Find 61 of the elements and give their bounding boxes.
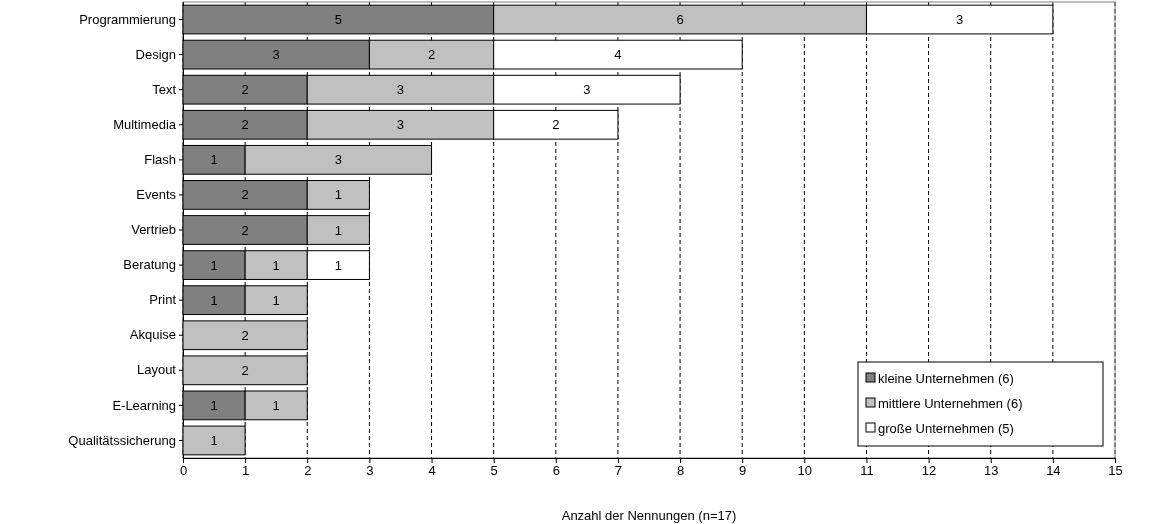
y-tick-label: Print	[149, 292, 177, 308]
y-tick-label: Programmierung	[79, 11, 176, 27]
y-tick-label: Flash	[144, 152, 176, 168]
x-axis-title: Anzahl der Nennungen (n=17)	[561, 508, 737, 523]
data-label: 1	[210, 397, 218, 413]
data-label: 2	[241, 222, 249, 238]
data-label: 5	[334, 12, 342, 28]
x-tick-label: 2	[304, 463, 312, 479]
x-tick-label: 7	[614, 463, 623, 479]
y-tick-label: E-Learning	[112, 397, 176, 413]
y-tick-label: Beratung	[123, 257, 176, 273]
y-tick-label: Qualitätssicherung	[68, 432, 176, 448]
data-label: 2	[241, 82, 249, 98]
data-label: 2	[552, 117, 560, 133]
x-tick-label: 6	[552, 463, 560, 479]
y-tick-label: Akquise	[129, 327, 176, 343]
legend-label: kleine Unternehmen (6)	[878, 370, 1014, 386]
x-tick-label: 14	[1046, 463, 1061, 479]
data-label: 1	[210, 433, 218, 449]
x-tick-label: 11	[860, 463, 874, 479]
y-tick-label: Layout	[136, 362, 177, 378]
data-label: 2	[241, 327, 249, 343]
data-label: 3	[956, 12, 964, 28]
x-tick-label: 8	[676, 463, 685, 479]
data-label: 2	[241, 362, 249, 378]
x-tick-label: 12	[921, 463, 937, 479]
x-tick-label: 5	[490, 463, 498, 479]
legend-label: große Unternehmen (5)	[878, 420, 1014, 436]
data-label: 1	[210, 292, 218, 308]
data-label: 2	[241, 117, 249, 133]
data-label: 6	[676, 12, 684, 28]
data-label: 2	[427, 47, 436, 63]
data-label: 4	[614, 47, 622, 63]
data-label: 1	[210, 152, 218, 168]
y-tick-label: Vertrieb	[131, 222, 176, 238]
data-label: 3	[583, 82, 591, 98]
x-tick-label: 15	[1108, 463, 1123, 479]
data-label: 3	[396, 117, 405, 133]
data-label: 1	[334, 257, 342, 273]
data-label: 1	[334, 222, 342, 238]
data-label: 1	[272, 397, 280, 413]
x-tick-label: 13	[984, 463, 999, 479]
x-tick-label: 9	[739, 463, 747, 479]
data-label: 3	[272, 47, 280, 63]
x-tick-label: 10	[797, 463, 813, 479]
data-label: 3	[396, 82, 405, 98]
legend-label: mittlere Unternehmen (6)	[878, 395, 1023, 411]
data-label: 1	[272, 257, 280, 273]
y-tick-label: Events	[136, 187, 177, 203]
data-label: 1	[272, 292, 280, 308]
x-tick-label: 3	[366, 463, 374, 479]
data-label: 1	[210, 257, 218, 273]
y-tick-label: Design	[135, 46, 176, 62]
x-tick-label: 4	[428, 463, 436, 479]
y-tick-label: Text	[152, 81, 177, 97]
data-label: 3	[334, 152, 342, 168]
x-tick-label: 1	[242, 463, 250, 479]
x-tick-label: 0	[179, 463, 188, 479]
y-tick-label: Multimedia	[113, 116, 177, 132]
data-label: 2	[241, 187, 249, 203]
data-label: 1	[334, 187, 342, 203]
